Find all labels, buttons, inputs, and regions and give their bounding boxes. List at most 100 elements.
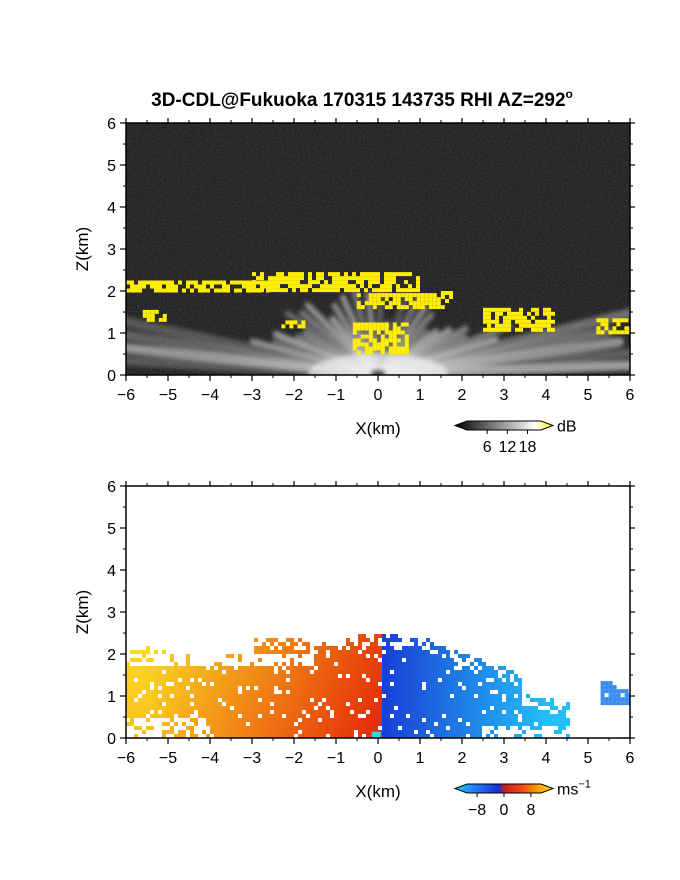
velocity-cell	[274, 678, 278, 682]
velocity-cell	[250, 714, 254, 718]
velocity-cell	[218, 666, 222, 670]
velocity-cell	[390, 702, 394, 706]
velocity-cell	[482, 678, 486, 682]
velocity-cell	[434, 646, 438, 650]
snr-high-cell	[503, 307, 507, 312]
velocity-cell	[358, 726, 362, 730]
velocity-cell	[146, 690, 150, 694]
velocity-cell	[262, 690, 266, 694]
velocity-cell	[430, 666, 434, 670]
velocity-cell	[322, 694, 326, 698]
velocity-cell	[342, 722, 346, 726]
snr-high-cell	[352, 330, 357, 335]
velocity-cell	[458, 730, 462, 734]
velocity-cell	[398, 698, 402, 702]
velocity-cell	[126, 686, 130, 690]
snr-xtick-label: 6	[626, 387, 635, 404]
velocity-cell	[338, 706, 342, 710]
snr-high-cell	[348, 276, 352, 281]
velocity-cell	[154, 702, 158, 706]
velocity-xtick-label: 2	[458, 750, 467, 767]
velocity-cell	[366, 674, 370, 678]
snr-high-cell	[328, 288, 332, 293]
velocity-cell	[502, 686, 506, 690]
velocity-cell	[426, 702, 430, 706]
snr-ytick-label: 4	[107, 200, 116, 217]
velocity-cell	[462, 730, 466, 734]
snr-high-cell	[392, 301, 397, 306]
velocity-cell	[406, 710, 410, 714]
velocity-cell	[362, 694, 366, 698]
velocity-cell	[414, 682, 418, 686]
snr-high-cell	[308, 280, 312, 285]
velocity-cell	[230, 694, 234, 698]
velocity-cell	[482, 682, 486, 686]
snr-xlabel: X(km)	[355, 419, 400, 438]
velocity-field	[126, 486, 630, 738]
velocity-cell	[478, 722, 482, 726]
velocity-cell	[462, 690, 466, 694]
velocity-cell	[410, 734, 414, 738]
velocity-cell	[298, 666, 302, 670]
velocity-cell	[138, 702, 142, 706]
velocity-cell	[202, 714, 206, 718]
velocity-cell	[454, 694, 458, 698]
snr-high-cell	[368, 284, 372, 289]
velocity-cell	[526, 722, 530, 726]
velocity-xtick-label: 6	[626, 750, 635, 767]
velocity-cell	[386, 718, 390, 722]
velocity-cell	[502, 682, 506, 686]
velocity-cell	[234, 674, 238, 678]
velocity-cell	[166, 706, 170, 710]
velocity-cell	[458, 714, 462, 718]
velocity-cell	[422, 662, 426, 666]
velocity-cell	[150, 678, 154, 682]
velocity-cell	[222, 698, 226, 702]
velocity-cell	[282, 686, 286, 690]
velocity-cell	[210, 670, 214, 674]
velocity-cell	[266, 714, 270, 718]
velocity-cell	[434, 674, 438, 678]
velocity-cell	[250, 686, 254, 690]
velocity-cell	[266, 734, 270, 738]
velocity-cell	[362, 726, 366, 730]
velocity-cell	[142, 694, 146, 698]
velocity-cell	[170, 686, 174, 690]
velocity-cell	[414, 670, 418, 674]
velocity-cell	[562, 706, 566, 710]
snr-high-cell	[246, 280, 250, 285]
snr-high-cell	[352, 272, 356, 277]
velocity-cell	[402, 734, 406, 738]
velocity-cell	[162, 678, 166, 682]
snr-high-cell	[356, 276, 360, 281]
velocity-cell	[170, 698, 174, 702]
velocity-cell	[302, 678, 306, 682]
velocity-cell	[214, 714, 218, 718]
snr-high-cell	[324, 288, 328, 293]
velocity-cell	[142, 686, 146, 690]
velocity-cell	[442, 694, 446, 698]
velocity-cell	[134, 706, 138, 710]
velocity-cell	[466, 690, 470, 694]
snr-high-cell	[174, 284, 178, 289]
velocity-cell	[378, 678, 382, 682]
snr-high-cell	[628, 330, 630, 335]
velocity-cell	[604, 701, 609, 706]
velocity-cell	[338, 690, 342, 694]
velocity-cell	[386, 650, 390, 654]
velocity-cell	[274, 674, 278, 678]
snr-high-cell	[408, 293, 413, 298]
velocity-cell	[234, 678, 238, 682]
velocity-cell	[318, 698, 322, 702]
velocity-cell	[290, 670, 294, 674]
velocity-cell	[490, 710, 494, 714]
velocity-cell	[250, 662, 254, 666]
velocity-cell	[554, 714, 558, 718]
velocity-cell	[398, 682, 402, 686]
velocity-cell	[362, 662, 366, 666]
velocity-cell	[286, 726, 290, 730]
velocity-cell	[506, 714, 510, 718]
snr-high-cell	[340, 280, 344, 285]
snr-high-cell	[368, 350, 373, 355]
